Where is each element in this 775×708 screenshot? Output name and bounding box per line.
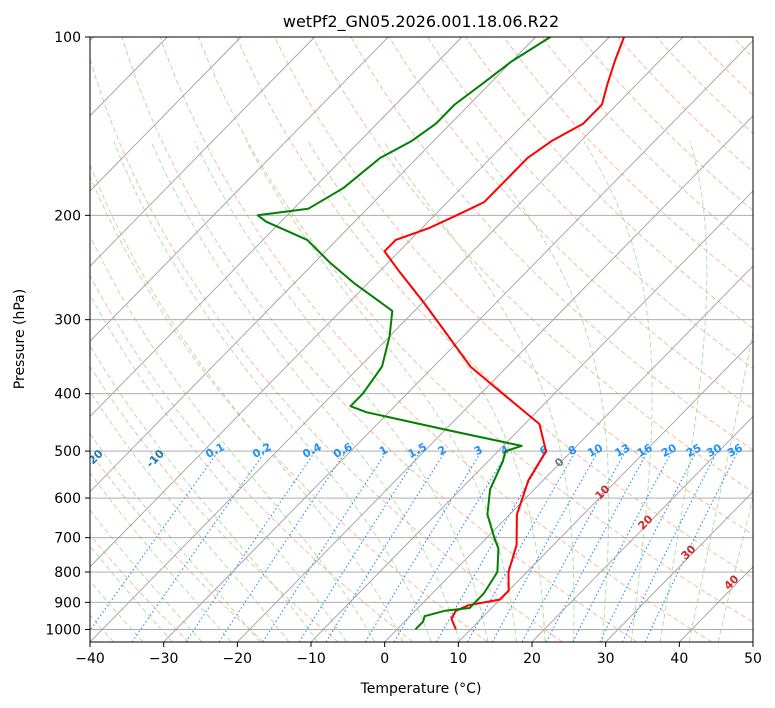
isotherm-line xyxy=(605,491,753,642)
mixing-ratio-label: 30 xyxy=(704,441,724,460)
mixing-ratio-line xyxy=(364,450,483,642)
isotherm-line xyxy=(90,37,684,642)
mixing-ratio-line xyxy=(90,450,220,632)
x-tick-label: −20 xyxy=(223,651,253,667)
isotherm-line xyxy=(90,37,242,192)
mixing-ratio-line xyxy=(131,450,266,642)
x-tick-label: 50 xyxy=(744,651,762,667)
isotherm-line xyxy=(163,39,753,642)
x-tick-label: 30 xyxy=(597,651,615,667)
x-axis-label: Temperature (°C) xyxy=(360,681,482,697)
dry-adiabat-line xyxy=(90,174,488,642)
dry-adiabat-line xyxy=(388,37,753,410)
mixing-ratio-line xyxy=(545,450,649,642)
isotherm-line xyxy=(458,340,753,642)
y-tick-label: 400 xyxy=(54,387,81,403)
dry-adiabat-line xyxy=(90,274,414,642)
mixing-ratio-line xyxy=(218,450,347,642)
isotherm-line xyxy=(90,37,610,568)
dry-adiabat-label: -30 xyxy=(22,447,45,470)
dry-adiabat-line xyxy=(274,37,753,536)
isotherm-line xyxy=(384,265,753,642)
dry-adiabat-line xyxy=(121,37,638,642)
mixing-ratio-line xyxy=(185,450,316,642)
pressure-grid xyxy=(90,37,753,630)
plot-frame xyxy=(89,36,754,643)
dry-adiabat-line xyxy=(197,37,753,623)
y-tick-label: 100 xyxy=(54,30,81,46)
isotherm-line xyxy=(90,37,389,342)
mixing-ratio-line xyxy=(521,450,627,642)
y-tick-label: 800 xyxy=(54,565,81,581)
y-tick-label: 300 xyxy=(54,313,81,329)
mixing-ratio-label: 20 xyxy=(659,441,679,460)
sounding-traces xyxy=(256,37,625,631)
mixing-ratio-line xyxy=(599,450,698,642)
mixing-ratio-label: 13 xyxy=(613,441,633,460)
y-tick-label: 600 xyxy=(54,491,81,507)
isotherm-line xyxy=(90,37,536,493)
x-tick-label: 40 xyxy=(670,651,688,667)
mixing-ratio-label: 10 xyxy=(585,441,605,460)
mixing-ratio-line xyxy=(262,450,388,642)
x-tick-label: 10 xyxy=(449,651,467,667)
mixing-ratio-label: 25 xyxy=(684,441,704,460)
mixing-ratio-line xyxy=(621,450,718,642)
chart-title: wetPf2_GN05.2026.001.18.06.R22 xyxy=(283,12,559,32)
plot-background xyxy=(90,37,753,642)
isotherms xyxy=(90,37,753,642)
mixing-ratio-line xyxy=(298,450,422,642)
dry-adiabat-line xyxy=(90,365,339,642)
y-tick-label: 700 xyxy=(54,531,81,547)
dry-adiabat-line xyxy=(426,37,753,370)
y-tick-label: 1000 xyxy=(45,622,81,638)
dry-adiabat-line xyxy=(465,37,753,329)
dry-adiabats xyxy=(90,37,775,642)
y-tick-label: 900 xyxy=(54,595,81,611)
isotherm-line xyxy=(531,415,753,642)
mixing-ratio-label: 16 xyxy=(635,441,655,460)
x-tick-label: −40 xyxy=(75,651,105,667)
isotherm-line xyxy=(752,641,753,642)
dry-adiabat-line xyxy=(236,37,753,579)
dry-adiabat-line xyxy=(579,37,753,212)
y-tick-label: 500 xyxy=(54,444,81,460)
dewpoint-line xyxy=(256,37,551,631)
y-axis-ticks: 100 200 300 400 500 600 700 800 900 1000 xyxy=(45,30,90,638)
x-tick-label: −30 xyxy=(149,651,179,667)
y-axis-label: Pressure (hPa) xyxy=(12,289,28,389)
dry-adiabat-line xyxy=(771,37,775,642)
temperature-line xyxy=(383,37,625,630)
dry-adiabat-line xyxy=(159,37,712,642)
dry-adiabat-line xyxy=(90,534,190,642)
isotherm-line xyxy=(90,37,315,267)
x-axis-ticks: −40 −30 −20 −10 0 10 20 30 40 50 xyxy=(75,642,762,667)
mixing-ratio-label: 36 xyxy=(725,441,745,460)
dry-adiabat-line xyxy=(541,37,753,251)
dry-adiabat-line xyxy=(312,37,753,493)
dry-adiabat-line xyxy=(90,57,563,642)
isotherm-line xyxy=(237,115,753,642)
isotherm-line xyxy=(90,37,463,418)
x-tick-label: −10 xyxy=(296,651,326,667)
isotherm-line xyxy=(310,190,753,642)
x-tick-label: 0 xyxy=(380,651,389,667)
y-tick-label: 200 xyxy=(54,208,81,224)
x-tick-label: 20 xyxy=(523,651,541,667)
